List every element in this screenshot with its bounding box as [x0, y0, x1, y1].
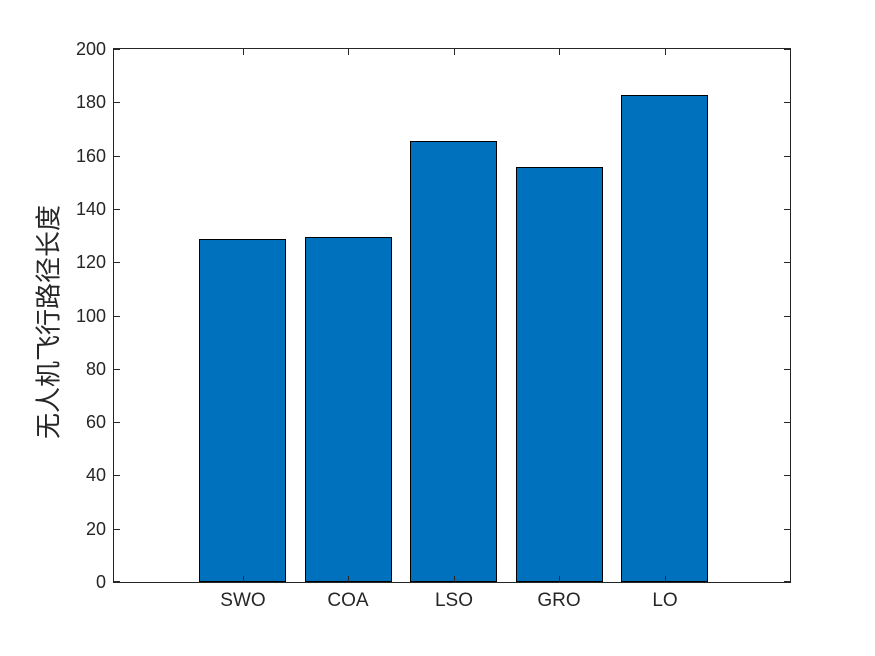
x-tick-label: SWO — [220, 590, 266, 611]
x-tick-mark — [665, 49, 666, 55]
y-tick-mark — [784, 49, 790, 50]
plot-area — [113, 48, 791, 583]
y-tick-mark — [784, 262, 790, 263]
y-tick-label: 60 — [85, 412, 106, 432]
y-tick-mark — [114, 102, 120, 103]
x-tick-mark — [454, 576, 455, 582]
y-tick-mark — [114, 475, 120, 476]
y-tick-mark — [784, 475, 790, 476]
y-tick-label: 20 — [85, 519, 106, 539]
x-tick-label: LSO — [434, 590, 474, 611]
bar-lso — [410, 141, 497, 582]
y-tick-mark — [784, 316, 790, 317]
y-tick-label: 0 — [95, 572, 106, 592]
y-tick-label: 80 — [85, 359, 106, 379]
bar-coa — [305, 237, 392, 582]
y-tick-mark — [784, 422, 790, 423]
x-tick-mark — [348, 49, 349, 55]
x-tick-label: LO — [652, 590, 678, 611]
y-tick-label: 160 — [75, 146, 106, 166]
y-tick-mark — [784, 529, 790, 530]
y-tick-label: 40 — [85, 465, 106, 485]
y-tick-label: 200 — [75, 39, 106, 59]
x-tick-mark — [243, 49, 244, 55]
y-tick-mark — [784, 156, 790, 157]
y-tick-mark — [114, 156, 120, 157]
y-tick-mark — [784, 102, 790, 103]
y-tick-mark — [784, 209, 790, 210]
y-tick-label: 180 — [75, 92, 106, 112]
x-tick-mark — [559, 49, 560, 55]
bar-lo — [621, 95, 708, 582]
x-tick-mark — [665, 576, 666, 582]
x-tick-mark — [348, 576, 349, 582]
y-tick-label: 120 — [75, 252, 106, 272]
y-tick-mark — [114, 49, 120, 50]
y-tick-mark — [784, 581, 790, 582]
y-tick-label: 100 — [75, 306, 106, 326]
bar-swo — [199, 239, 286, 582]
y-tick-mark — [114, 262, 120, 263]
x-tick-mark — [243, 576, 244, 582]
y-tick-mark — [114, 529, 120, 530]
y-tick-mark — [784, 369, 790, 370]
bar-gro — [516, 167, 603, 582]
y-tick-mark — [114, 422, 120, 423]
x-tick-mark — [559, 576, 560, 582]
x-tick-mark — [454, 49, 455, 55]
y-tick-mark — [114, 316, 120, 317]
y-tick-label: 140 — [75, 199, 106, 219]
y-tick-mark — [114, 209, 120, 210]
y-tick-mark — [114, 581, 120, 582]
y-tick-mark — [114, 369, 120, 370]
x-tick-label: GRO — [537, 590, 581, 611]
x-tick-label: COA — [327, 590, 369, 611]
